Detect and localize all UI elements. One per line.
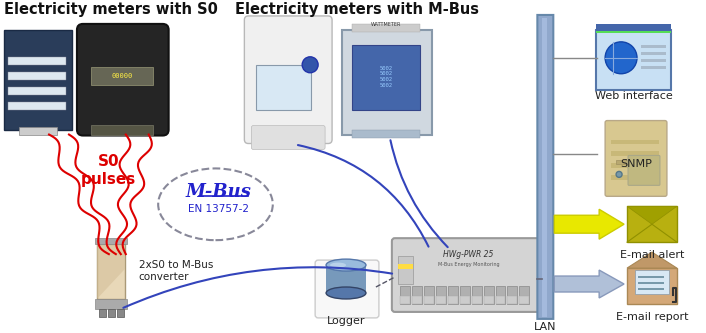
Bar xyxy=(638,282,664,284)
Bar xyxy=(91,67,152,85)
Bar xyxy=(496,296,505,304)
Bar xyxy=(108,309,115,317)
Bar xyxy=(352,24,420,32)
Text: S0
pulses: S0 pulses xyxy=(81,155,136,187)
FancyBboxPatch shape xyxy=(244,16,332,144)
Bar xyxy=(460,286,469,304)
Bar xyxy=(472,296,481,304)
Bar xyxy=(627,268,677,304)
Bar xyxy=(436,286,445,304)
Polygon shape xyxy=(97,244,125,299)
Bar xyxy=(641,52,666,55)
Bar xyxy=(424,296,433,304)
Bar xyxy=(616,161,651,165)
Bar xyxy=(520,296,530,304)
FancyBboxPatch shape xyxy=(342,30,432,135)
Bar xyxy=(641,66,666,69)
Text: LAN: LAN xyxy=(534,322,556,332)
Text: Electricity meters with M-Bus: Electricity meters with M-Bus xyxy=(235,2,479,17)
Circle shape xyxy=(605,42,637,74)
Text: Electricity meters with S0: Electricity meters with S0 xyxy=(4,2,218,17)
FancyBboxPatch shape xyxy=(251,126,325,150)
Text: M-Bus Energy Monitoring: M-Bus Energy Monitoring xyxy=(438,262,499,267)
FancyBboxPatch shape xyxy=(628,156,660,185)
Text: 5002
5002
5002
5002: 5002 5002 5002 5002 xyxy=(379,66,393,88)
Text: E-mail alert: E-mail alert xyxy=(620,250,684,260)
Polygon shape xyxy=(554,209,624,239)
Bar xyxy=(91,125,152,135)
Circle shape xyxy=(616,171,622,177)
Bar xyxy=(611,152,659,157)
Bar xyxy=(596,31,671,33)
FancyBboxPatch shape xyxy=(596,30,671,90)
Polygon shape xyxy=(627,206,677,224)
FancyBboxPatch shape xyxy=(392,238,545,312)
FancyBboxPatch shape xyxy=(315,260,379,318)
Bar xyxy=(352,45,420,110)
Bar xyxy=(8,87,66,95)
Bar xyxy=(542,18,547,317)
Bar xyxy=(97,244,125,299)
Bar xyxy=(627,206,677,242)
Text: 2xS0 to M-Bus
converter: 2xS0 to M-Bus converter xyxy=(139,260,213,282)
Bar xyxy=(116,309,124,317)
Bar xyxy=(520,286,530,304)
Bar xyxy=(400,286,409,304)
Bar xyxy=(448,286,457,304)
Bar xyxy=(596,24,671,32)
Bar xyxy=(641,45,666,48)
Text: M-Bus: M-Bus xyxy=(186,183,251,201)
Bar xyxy=(99,309,106,317)
Bar xyxy=(19,127,57,135)
Bar xyxy=(611,175,659,180)
Bar xyxy=(256,65,311,110)
Ellipse shape xyxy=(326,287,366,299)
Text: Web interface: Web interface xyxy=(595,91,673,101)
Bar xyxy=(8,72,66,80)
Bar xyxy=(95,238,127,244)
Bar xyxy=(412,296,421,304)
Bar xyxy=(484,296,493,304)
Bar xyxy=(448,296,457,304)
Bar xyxy=(508,296,517,304)
Bar xyxy=(352,130,420,138)
Bar xyxy=(484,286,493,304)
Bar xyxy=(472,286,481,304)
Text: EN 13757-2: EN 13757-2 xyxy=(188,204,249,214)
Bar xyxy=(638,288,664,290)
Text: HWg-PWR 25: HWg-PWR 25 xyxy=(443,250,493,259)
FancyBboxPatch shape xyxy=(605,121,667,196)
FancyBboxPatch shape xyxy=(77,24,169,136)
Bar xyxy=(496,286,505,304)
Bar xyxy=(638,276,664,278)
Text: Logger: Logger xyxy=(327,316,365,326)
FancyBboxPatch shape xyxy=(4,30,72,130)
Bar xyxy=(508,286,517,304)
Bar xyxy=(641,59,666,62)
Bar xyxy=(436,296,445,304)
Ellipse shape xyxy=(326,259,366,271)
Ellipse shape xyxy=(330,263,346,268)
Bar xyxy=(400,296,409,304)
Bar xyxy=(635,270,669,294)
Bar xyxy=(611,164,659,168)
Bar xyxy=(398,256,413,284)
Bar xyxy=(398,264,413,269)
Bar xyxy=(412,286,421,304)
Bar xyxy=(8,102,66,110)
Polygon shape xyxy=(554,270,624,298)
Text: E-mail report: E-mail report xyxy=(616,312,688,322)
Text: SNMP: SNMP xyxy=(620,160,652,169)
Circle shape xyxy=(302,57,318,73)
Polygon shape xyxy=(627,252,677,268)
Bar xyxy=(326,265,366,293)
Bar xyxy=(8,57,66,65)
Text: 00000: 00000 xyxy=(111,73,133,79)
Text: WATTMETER: WATTMETER xyxy=(371,22,401,27)
Bar xyxy=(460,296,469,304)
Bar xyxy=(424,286,433,304)
Bar xyxy=(95,299,127,309)
FancyBboxPatch shape xyxy=(537,15,554,319)
Bar xyxy=(611,140,659,145)
